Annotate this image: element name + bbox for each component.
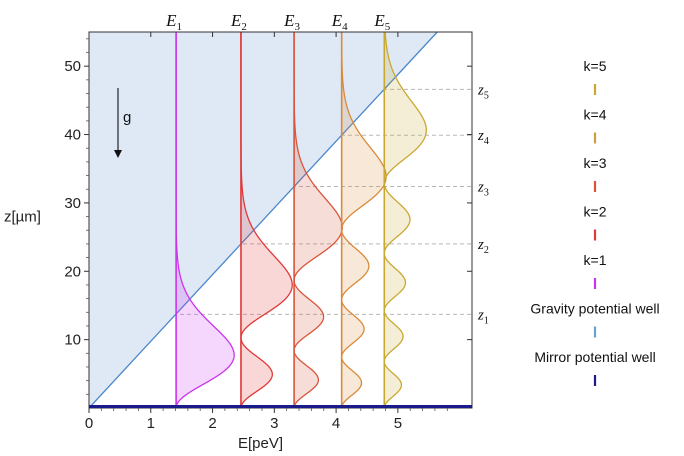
energy-label-subscript: 4 [342,21,348,33]
turning-point-subscript: 5 [484,90,489,101]
gravity-potential-line [89,32,438,408]
x-tick-label: 0 [85,415,93,432]
legend-label: Gravity potential well [530,301,659,317]
x-tick-label: 4 [332,415,340,432]
energy-label-subscript: 1 [177,21,183,33]
gravity-arrow-head [114,150,122,158]
wavefunction-curve-k4 [341,32,387,408]
legend-label: k=4 [584,107,607,123]
energy-label-e1: E1 [165,11,182,33]
y-axis-ticks: 10 20 30 40 50 [64,38,472,395]
legend-label: Mirror potential well [534,349,655,365]
axis-labels: E[peV] z[µm] [4,209,283,452]
wavefunction-fill-k3 [294,32,343,408]
turning-point-subscript: 1 [484,315,489,326]
legend-label: k=2 [584,204,607,220]
wavefunction-fill-k2 [240,32,293,408]
gravity-indicator: g [114,88,131,158]
energy-label-e5: E5 [373,11,390,33]
x-tick-label: 3 [270,415,278,432]
turning-point-subscript: 2 [484,245,489,256]
energy-label-subscript: 5 [385,21,391,33]
y-tick-label: 10 [64,332,81,349]
x-axis-label: E[peV] [238,435,283,452]
y-tick-label: 30 [64,195,81,212]
wavefunction-curve-k5 [383,32,427,408]
x-tick-label: 2 [208,415,216,432]
x-tick-label: 5 [394,415,402,432]
legend-label: k=1 [584,252,607,268]
turning-point-subscript: 3 [484,188,489,199]
energy-label-e4: E4 [331,11,348,33]
turning-point-label-z4: z4 [477,128,489,147]
y-tick-label: 50 [64,58,81,75]
y-tick-label: 40 [64,127,81,144]
x-tick-label: 1 [147,415,155,432]
x-axis-ticks: 0 1 2 3 4 5 [85,32,448,432]
gravity-label: g [123,109,131,126]
energy-label-subscript: 2 [241,21,247,33]
plot-frame [88,31,473,409]
energy-label-e2: E2 [230,11,247,33]
energy-label-e3: E3 [283,11,300,33]
wavefunction-series [175,32,427,408]
turning-point-labels: z1 z2 z3 z4 z5 [477,82,489,326]
turning-point-label-z5: z5 [477,82,489,101]
turning-point-subscript: 4 [484,136,489,147]
wavefunction-fill-k5 [384,32,427,408]
legend: k=5 k=4 k=3 k=2 k=1 Gravity potential well Mir… [530,58,660,386]
turning-point-label-z1: z1 [477,307,489,326]
energy-label-subscript: 3 [295,21,301,33]
energy-level-labels: E1 E2 E3 E4 E5 [165,11,391,33]
wavefunction-fill-k4 [341,32,387,408]
turning-point-label-z3: z3 [477,180,489,199]
legend-label: k=5 [584,58,607,74]
y-axis-label: z[µm] [4,209,41,226]
y-tick-label: 20 [64,263,81,280]
legend-label: k=3 [584,155,607,171]
turning-point-label-z2: z2 [477,237,489,256]
wavefunction-fill-k1 [176,32,235,408]
